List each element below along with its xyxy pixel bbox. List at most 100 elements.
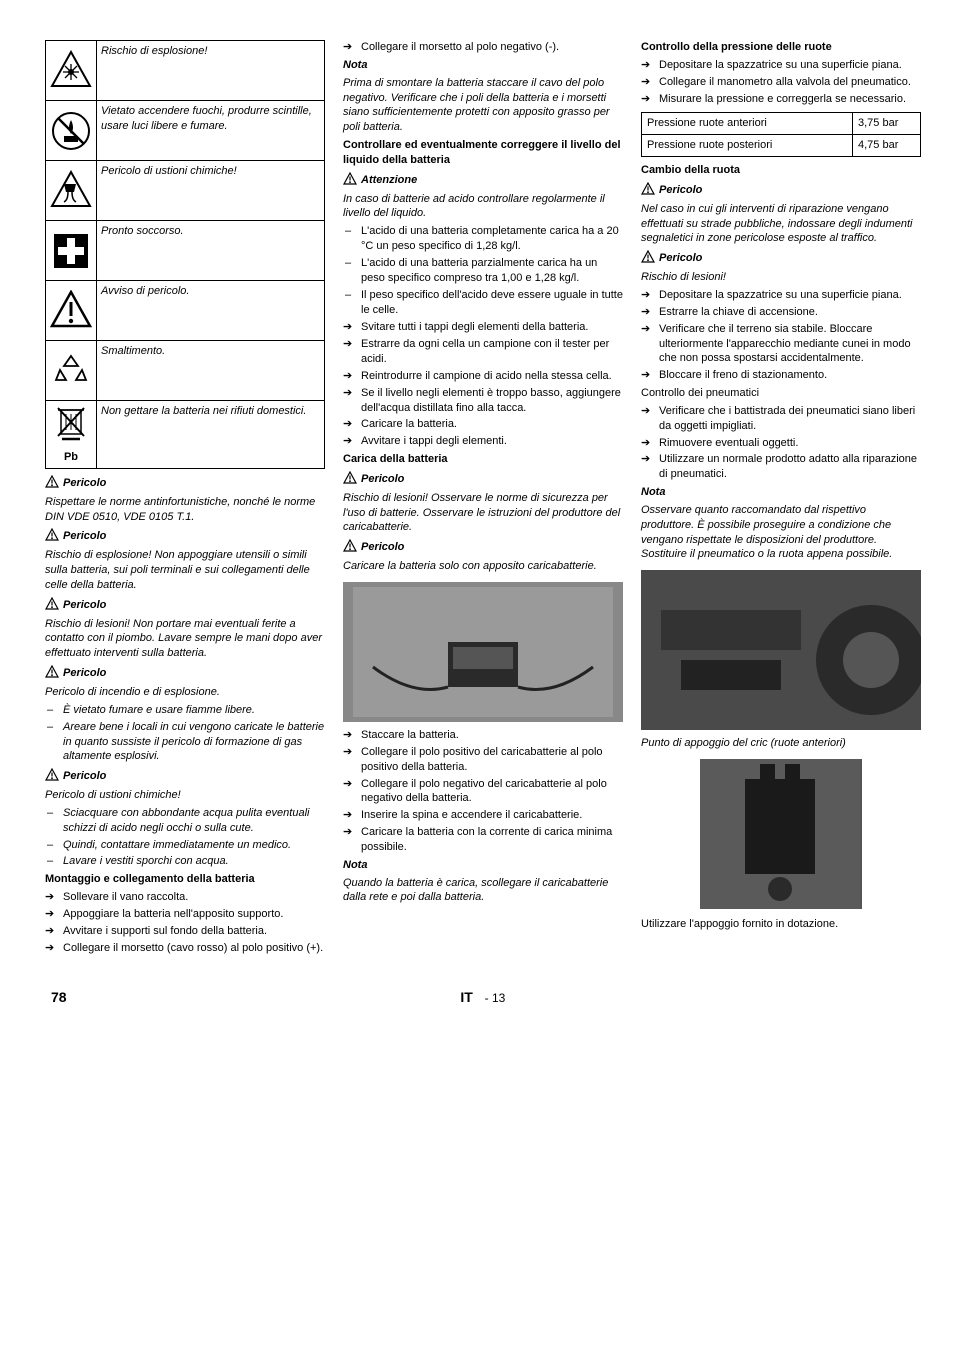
danger-heading: Pericolo — [63, 667, 106, 679]
warning-icon — [45, 665, 59, 683]
list-item: Misurare la pressione e correggerla se n… — [641, 92, 921, 107]
danger-heading: Pericolo — [659, 252, 702, 264]
jack-note: Utilizzare l'appoggio fornito in dotazio… — [641, 917, 921, 932]
pressure-steps: Depositare la spazzatrice su una superfi… — [641, 58, 921, 107]
list-item: Se il livello negli elementi è troppo ba… — [343, 386, 623, 416]
danger-body: Rischio di lesioni! — [641, 270, 921, 285]
list-item: Areare bene i locali in cui vengono cari… — [45, 720, 325, 765]
section-heading: Controllare ed eventualmente correggere … — [343, 138, 623, 168]
danger-heading: Pericolo — [63, 477, 106, 489]
note-heading: Nota — [343, 858, 623, 873]
page-number-center: IT - 13 — [460, 988, 505, 1007]
charge-steps: Staccare la batteria. Collegare il polo p… — [343, 728, 623, 855]
mount-steps: Sollevare il vano raccolta. Appoggiare la… — [45, 890, 325, 955]
list-item: Lavare i vestiti sporchi con acqua. — [45, 854, 325, 869]
jack-support-photo — [700, 759, 862, 909]
danger-body: Pericolo di incendio e di esplosione. — [45, 685, 325, 700]
section-heading: Cambio della ruota — [641, 163, 921, 178]
list-item: Collegare il morsetto (cavo rosso) al po… — [45, 941, 325, 956]
noflame-icon — [46, 101, 97, 161]
warning-icon — [343, 471, 357, 489]
list-item: Collegare il manometro alla valvola del … — [641, 75, 921, 90]
list-item: L'acido di una batteria parzialmente car… — [343, 256, 623, 286]
list-item: L'acido di una batteria completamente ca… — [343, 224, 623, 254]
list-item: Svitare tutti i tappi degli elementi del… — [343, 320, 623, 335]
list-item: Estrarre da ogni cella un campione con i… — [343, 337, 623, 367]
list-item: Quindi, contattare immediatamente un med… — [45, 838, 325, 853]
warning-icon — [45, 597, 59, 615]
list-item: Reintrodurre il campione di acido nella … — [343, 369, 623, 384]
list-item: Avvitare i supporti sul fondo della batt… — [45, 924, 325, 939]
table-cell: Pressione ruote posteriori — [642, 135, 853, 157]
list-item: Bloccare il freno di stazionamento. — [641, 368, 921, 383]
list-item: Staccare la batteria. — [343, 728, 623, 743]
note-heading: Nota — [641, 485, 921, 500]
list-item: Verificare che i battistrada dei pneumat… — [641, 404, 921, 434]
note-body: Prima di smontare la batteria staccare i… — [343, 76, 623, 135]
list-item: Caricare la batteria con la corrente di … — [343, 825, 623, 855]
danger-heading: Pericolo — [361, 541, 404, 553]
connect-neg-step: Collegare il morsetto al polo negativo (… — [343, 40, 623, 55]
bin-icon: Pb — [46, 401, 97, 469]
warning-icon — [45, 768, 59, 786]
warning-icon — [641, 182, 655, 200]
icon-description: Vietato accendere fuochi, produrre scint… — [97, 101, 325, 161]
charger-photo — [343, 582, 623, 722]
icon-description: Pericolo di ustioni chimiche! — [97, 161, 325, 221]
list-item: Collegare il morsetto al polo negativo (… — [343, 40, 623, 55]
list-item: Collegare il polo positivo del caricabat… — [343, 745, 623, 775]
section-heading: Controllo della pressione delle ruote — [641, 40, 921, 55]
jack-point-photo — [641, 570, 921, 730]
warning-icon — [343, 539, 357, 557]
icon-description: Rischio di esplosione! — [97, 41, 325, 101]
chemburn-icon — [46, 161, 97, 221]
danger-list: Sciacquare con abbondante acqua pulita e… — [45, 806, 325, 869]
list-item: Sollevare il vano raccolta. — [45, 890, 325, 905]
list-item: Inserire la spina e accendere il caricab… — [343, 808, 623, 823]
firstaid-icon — [46, 221, 97, 281]
list-item: Il peso specifico dell'acido deve essere… — [343, 288, 623, 318]
icon-description: Avviso di pericolo. — [97, 281, 325, 341]
tire-check-text: Controllo dei pneumatici — [641, 386, 921, 401]
warning-icon — [641, 250, 655, 268]
danger-body: Rispettare le norme antinfortunistiche, … — [45, 495, 325, 525]
photo-caption: Punto di appoggio del cric (ruote anteri… — [641, 736, 921, 751]
danger-body: Caricare la batteria solo con apposito c… — [343, 559, 623, 574]
danger-body: Pericolo di ustioni chimiche! — [45, 788, 325, 803]
table-cell: Pressione ruote anteriori — [642, 113, 853, 135]
list-item: Sciacquare con abbondante acqua pulita e… — [45, 806, 325, 836]
warning-icon — [45, 528, 59, 546]
icon-description: Pronto soccorso. — [97, 221, 325, 281]
list-item: Caricare la batteria. — [343, 417, 623, 432]
tire-check-steps: Verificare che i battistrada dei pneumat… — [641, 404, 921, 482]
list-item: Appoggiare la batteria nell'apposito sup… — [45, 907, 325, 922]
list-item: È vietato fumare e usare fiamme libere. — [45, 703, 325, 718]
danger-heading: Pericolo — [63, 599, 106, 611]
danger-body: Nel caso in cui gli interventi di ripara… — [641, 202, 921, 247]
list-item: Avvitare i tappi degli elementi. — [343, 434, 623, 449]
page-number-left: 78 — [51, 988, 67, 1007]
list-item: Estrarre la chiave di accensione. — [641, 305, 921, 320]
danger-list: È vietato fumare e usare fiamme libere. A… — [45, 703, 325, 764]
warning-icon — [46, 281, 97, 341]
danger-body: Rischio di lesioni! Non portare mai even… — [45, 617, 325, 662]
danger-heading: Pericolo — [63, 530, 106, 542]
list-item: Rimuovere eventuali oggetti. — [641, 436, 921, 451]
list-item: Depositare la spazzatrice su una superfi… — [641, 288, 921, 303]
note-heading: Nota — [343, 58, 623, 73]
danger-heading: Pericolo — [63, 770, 106, 782]
pressure-table: Pressione ruote anteriori3,75 barPressio… — [641, 112, 921, 157]
wheel-steps: Depositare la spazzatrice su una superfi… — [641, 288, 921, 383]
list-item: Verificare che il terreno sia stabile. B… — [641, 322, 921, 367]
table-cell: 3,75 bar — [853, 113, 921, 135]
list-item: Utilizzare un normale prodotto adatto al… — [641, 452, 921, 482]
page-footer: 78 IT - 13 — [45, 988, 909, 1007]
note-body: Osservare quanto raccomandato dal rispet… — [641, 503, 921, 562]
list-item: Depositare la spazzatrice su una superfi… — [641, 58, 921, 73]
danger-heading: Pericolo — [659, 184, 702, 196]
mount-heading: Montaggio e collegamento della batteria — [45, 872, 325, 887]
acid-steps: Svitare tutti i tappi degli elementi del… — [343, 320, 623, 449]
list-item: Collegare il polo negativo del caricabat… — [343, 777, 623, 807]
acid-info-list: L'acido di una batteria completamente ca… — [343, 224, 623, 317]
danger-body: Rischio di lesioni! Osservare le norme d… — [343, 491, 623, 536]
